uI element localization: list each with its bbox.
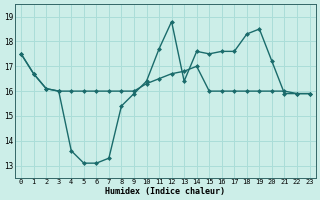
X-axis label: Humidex (Indice chaleur): Humidex (Indice chaleur) xyxy=(105,187,225,196)
